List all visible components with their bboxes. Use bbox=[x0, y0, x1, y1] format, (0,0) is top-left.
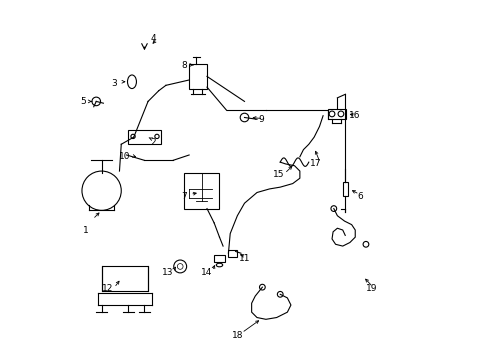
Text: 8: 8 bbox=[181, 61, 186, 70]
Text: 2: 2 bbox=[150, 138, 156, 147]
Text: 9: 9 bbox=[258, 116, 264, 125]
Bar bbox=[128, 130, 160, 144]
Bar bbox=[328, 109, 346, 119]
Bar bbox=[102, 266, 148, 291]
Text: 11: 11 bbox=[238, 254, 250, 263]
Text: 3: 3 bbox=[111, 79, 117, 88]
Text: 14: 14 bbox=[201, 268, 212, 277]
Text: 15: 15 bbox=[273, 170, 285, 179]
Text: 1: 1 bbox=[82, 225, 88, 234]
Text: 5: 5 bbox=[80, 97, 86, 106]
Text: 12: 12 bbox=[102, 284, 114, 293]
Bar bbox=[183, 173, 219, 208]
Text: 16: 16 bbox=[348, 111, 360, 120]
Text: 10: 10 bbox=[119, 152, 130, 161]
Text: 6: 6 bbox=[357, 192, 363, 201]
Text: 4: 4 bbox=[150, 35, 156, 44]
Text: 13: 13 bbox=[162, 268, 173, 277]
Bar bbox=[189, 64, 206, 89]
Bar bbox=[228, 250, 237, 257]
Text: 17: 17 bbox=[309, 159, 321, 168]
Text: 7: 7 bbox=[181, 192, 186, 201]
Bar bbox=[214, 255, 224, 262]
Text: 18: 18 bbox=[232, 331, 244, 340]
Bar bbox=[342, 182, 347, 196]
Text: 19: 19 bbox=[365, 284, 376, 293]
